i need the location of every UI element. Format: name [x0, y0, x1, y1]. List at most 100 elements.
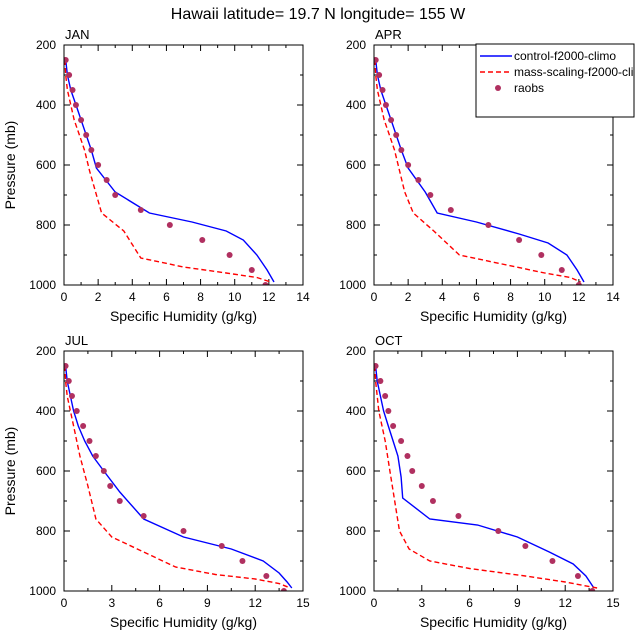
y-tick-label: 800	[36, 524, 56, 538]
raobs-point	[382, 393, 389, 399]
raobs-point	[72, 102, 79, 108]
raobs-point	[455, 513, 462, 519]
raobs-point	[382, 102, 389, 108]
raobs-point	[64, 57, 69, 63]
raobs-point	[374, 363, 379, 369]
raobs-point	[393, 132, 400, 138]
raobs-point	[409, 468, 416, 474]
y-tick-label: 400	[36, 404, 56, 418]
x-tick-label: 15	[606, 596, 620, 610]
y-tick-label: 1000	[29, 584, 56, 598]
legend-label: control-f2000-climo	[514, 49, 616, 63]
raobs-point	[405, 162, 412, 168]
y-tick-label: 400	[346, 404, 366, 418]
x-tick-label: 0	[61, 290, 68, 304]
plot-area	[374, 363, 598, 591]
raobs-point	[180, 528, 187, 534]
mass-scaling-f2000-cli-line	[64, 365, 291, 589]
x-tick-label: 8	[197, 290, 204, 304]
x-tick-label: 6	[473, 290, 480, 304]
y-tick-label: 400	[36, 98, 56, 112]
legend-raobs-swatch	[495, 85, 501, 91]
mass-scaling-f2000-cli-line	[374, 365, 598, 589]
raobs-point	[280, 588, 287, 591]
raobs-point	[377, 378, 384, 384]
x-tick-label: 12	[559, 596, 573, 610]
panel-jul: 0 3 6 9 12 15 200 400 600 800 1000 JUL Specific Humi…	[2, 333, 310, 630]
x-tick-label: 10	[228, 290, 242, 304]
y-tick-label: 800	[346, 524, 366, 538]
raobs-point	[538, 252, 545, 258]
mass-scaling-f2000-cli-line	[64, 59, 271, 283]
raobs-point	[65, 378, 72, 384]
legend-label: mass-scaling-f2000-cli	[514, 65, 633, 79]
raobs-point	[80, 423, 87, 429]
raobs-point	[69, 87, 76, 93]
x-tick-label: 4	[129, 290, 136, 304]
raobs-point	[388, 117, 395, 123]
raobs-point	[64, 363, 69, 369]
y-axis-label: Pressure (mb)	[2, 121, 18, 210]
x-tick-label: 6	[466, 596, 473, 610]
y-tick-label: 600	[346, 464, 366, 478]
axes-frame	[63, 44, 304, 286]
y-tick-label: 600	[36, 158, 56, 172]
x-tick-label: 4	[439, 290, 446, 304]
axes-frame	[63, 350, 304, 592]
raobs-point	[140, 513, 147, 519]
raobs-point	[66, 72, 73, 78]
y-tick-label: 1000	[29, 278, 56, 292]
x-tick-label: 0	[61, 596, 68, 610]
raobs-point	[68, 393, 75, 399]
raobs-point	[83, 132, 90, 138]
raobs-point	[73, 408, 80, 414]
raobs-point	[218, 543, 225, 549]
y-tick-label: 200	[36, 38, 56, 52]
x-tick-label: 3	[108, 596, 115, 610]
raobs-point	[100, 468, 107, 474]
y-tick-label: 600	[36, 464, 56, 478]
raobs-point	[418, 483, 425, 489]
x-tick-label: 9	[514, 596, 521, 610]
plot-area	[64, 57, 275, 285]
control-f2000-climo-line	[64, 365, 293, 589]
x-tick-label: 12	[262, 290, 276, 304]
panel-label: JAN	[65, 27, 90, 42]
x-tick-label: 12	[572, 290, 586, 304]
y-axis-label: Pressure (mb)	[2, 427, 18, 516]
x-tick-label: 14	[296, 290, 310, 304]
x-axis-label: Specific Humidity (g/kg)	[420, 614, 567, 630]
control-f2000-climo-line	[65, 59, 275, 283]
raobs-point	[376, 72, 383, 78]
x-tick-label: 9	[204, 596, 211, 610]
raobs-point	[575, 282, 582, 285]
x-axis-label: Specific Humidity (g/kg)	[110, 614, 257, 630]
y-tick-label: 1000	[339, 278, 366, 292]
raobs-point	[107, 483, 114, 489]
raobs-point	[199, 237, 206, 243]
panel-label: JUL	[65, 333, 88, 348]
plot-area	[64, 363, 293, 591]
raobs-point	[574, 573, 581, 579]
raobs-point	[263, 573, 270, 579]
panel-label: APR	[375, 27, 402, 42]
raobs-point	[248, 267, 255, 273]
figure-title: Hawaii latitude= 19.7 N longitude= 155 W	[171, 6, 466, 23]
raobs-point	[374, 57, 379, 63]
raobs-point	[485, 222, 492, 228]
legend-label: raobs	[514, 81, 544, 95]
raobs-point	[522, 543, 529, 549]
raobs-point	[398, 438, 405, 444]
raobs-point	[404, 453, 411, 459]
raobs-point	[95, 162, 102, 168]
x-tick-label: 15	[296, 596, 310, 610]
raobs-point	[390, 423, 397, 429]
x-tick-label: 14	[606, 290, 620, 304]
raobs-point	[516, 237, 523, 243]
raobs-point	[226, 252, 233, 258]
y-tick-label: 800	[36, 218, 56, 232]
raobs-point	[88, 147, 95, 153]
raobs-point	[137, 207, 144, 213]
